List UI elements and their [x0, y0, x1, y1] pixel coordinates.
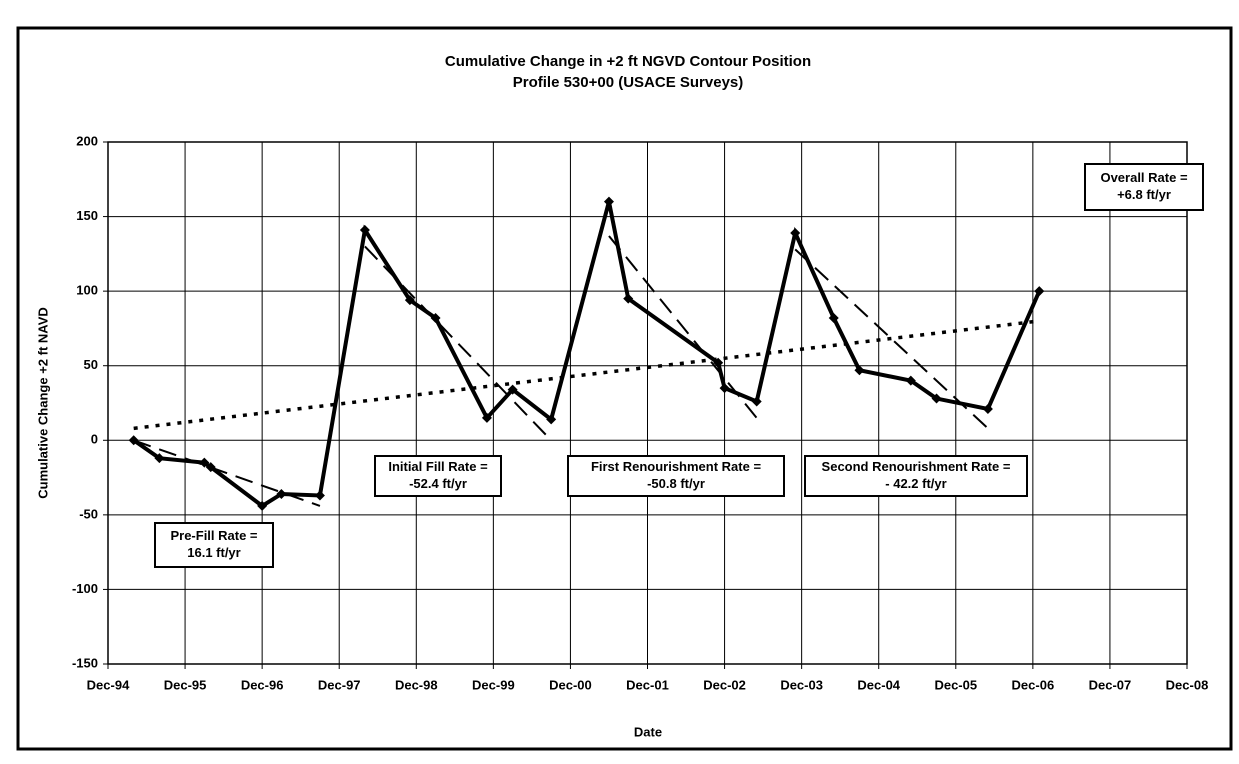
x-tick-label: Dec-97 — [318, 677, 361, 692]
x-tick-label: Dec-98 — [395, 677, 438, 692]
annotation-box — [804, 455, 1028, 497]
annotation-text: 16.1 ft/yr — [187, 545, 240, 560]
x-tick-label: Dec-06 — [1012, 677, 1055, 692]
point — [276, 488, 287, 499]
x-tick-label: Dec-94 — [87, 677, 130, 692]
point — [828, 312, 839, 323]
x-axis-label: Date — [634, 724, 662, 739]
annotation-box — [1084, 163, 1204, 211]
point — [751, 396, 762, 407]
annotation-text: First Renourishment Rate = — [591, 459, 762, 474]
x-tick-label: Dec-08 — [1166, 677, 1209, 692]
point — [603, 196, 614, 207]
x-tick-label: Dec-00 — [549, 677, 592, 692]
annotation-text: -52.4 ft/yr — [409, 476, 467, 491]
point — [546, 414, 557, 425]
point — [481, 412, 492, 423]
point — [982, 403, 993, 414]
point — [199, 457, 210, 468]
y-tick-label: -150 — [72, 655, 98, 670]
point — [314, 490, 325, 501]
y-tick-label: 200 — [76, 133, 98, 148]
x-tick-label: Dec-99 — [472, 677, 515, 692]
x-tick-label: Dec-07 — [1089, 677, 1132, 692]
y-axis-label: Cumulative Change +2 ft NAVD — [35, 307, 50, 499]
point — [507, 384, 518, 395]
point — [623, 293, 634, 304]
annotation-box — [154, 522, 274, 568]
y-tick-label: -100 — [72, 581, 98, 596]
dashed-line — [794, 248, 989, 430]
y-tick-label: 100 — [76, 283, 98, 298]
annotation-text: - 42.2 ft/yr — [885, 476, 946, 491]
point — [905, 375, 916, 386]
dashed-line — [608, 235, 758, 419]
y-tick-label: 0 — [91, 432, 98, 447]
point — [404, 295, 415, 306]
x-tick-label: Dec-95 — [164, 677, 207, 692]
point — [790, 227, 801, 238]
annotation-text: +6.8 ft/yr — [1117, 187, 1171, 202]
x-tick-label: Dec-05 — [934, 677, 977, 692]
dashed-line — [133, 439, 321, 507]
point — [257, 500, 268, 511]
x-tick-label: Dec-03 — [780, 677, 823, 692]
point — [854, 365, 865, 376]
point — [154, 453, 165, 464]
annotation-box — [374, 455, 502, 497]
annotation-text: Initial Fill Rate = — [388, 459, 488, 474]
annotation-text: Pre-Fill Rate = — [170, 528, 257, 543]
chart-title: Cumulative Change in +2 ft NGVD Contour … — [445, 53, 811, 70]
plot-area — [107, 141, 1188, 665]
dotted-line — [133, 319, 1040, 431]
y-tick-label: 50 — [84, 357, 98, 372]
annotation-text: Overall Rate = — [1100, 170, 1187, 185]
x-tick-label: Dec-02 — [703, 677, 746, 692]
x-tick-label: Dec-01 — [626, 677, 669, 692]
point — [1034, 286, 1045, 297]
annotation-text: Second Renourishment Rate = — [822, 459, 1011, 474]
point — [430, 312, 441, 323]
annotation-box — [567, 455, 785, 497]
point — [931, 393, 942, 404]
y-tick-label: 150 — [76, 208, 98, 223]
x-tick-label: Dec-96 — [241, 677, 284, 692]
x-tick-label: Dec-04 — [857, 677, 900, 692]
frame — [16, 26, 1233, 751]
point — [359, 224, 370, 235]
chart-subtitle: Profile 530+00 (USACE Surveys) — [513, 74, 744, 91]
annotation-text: -50.8 ft/yr — [647, 476, 705, 491]
point — [719, 383, 730, 394]
dashed-line — [364, 245, 552, 441]
y-tick-label: -50 — [79, 506, 98, 521]
